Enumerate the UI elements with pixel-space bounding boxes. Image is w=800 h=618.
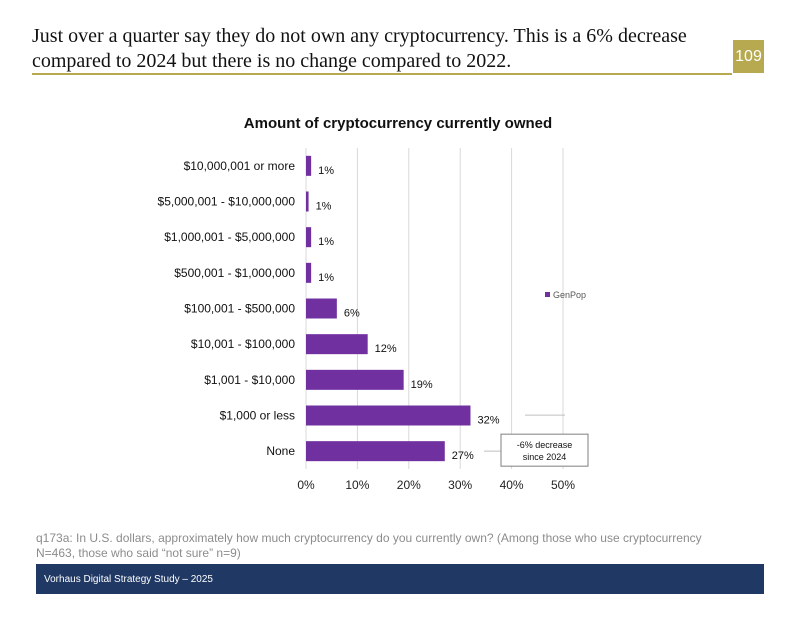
footnote: q173a: In U.S. dollars, approximately ho… <box>36 531 736 561</box>
category-label: $500,001 - $1,000,000 <box>174 266 295 280</box>
category-label: None <box>266 444 295 458</box>
bar <box>306 227 312 248</box>
data-label: 1% <box>318 236 334 248</box>
annotation-box <box>500 433 589 467</box>
data-label: 12% <box>375 343 397 355</box>
category-label: $5,000,001 - $10,000,000 <box>158 195 296 209</box>
x-tick-label: 40% <box>500 478 524 492</box>
legend-swatch <box>545 292 550 297</box>
category-label: $1,000 or less <box>220 409 295 423</box>
annotation-text-line-1: -6% decrease <box>517 440 573 450</box>
footnote-line-1: q173a: In U.S. dollars, approximately ho… <box>36 531 702 545</box>
footnote-line-2: N=463, those who said “not sure” n=9) <box>36 546 241 560</box>
category-label: $1,000,001 - $5,000,000 <box>164 230 295 244</box>
bar <box>306 369 404 390</box>
category-label: $1,001 - $10,000 <box>204 373 295 387</box>
data-label: 1% <box>318 165 334 177</box>
data-label: 32% <box>477 415 499 427</box>
annotation-text-line-2: since 2024 <box>523 452 567 462</box>
x-tick-label: 20% <box>397 478 421 492</box>
page-number: 109 <box>733 40 764 73</box>
footer-text: Vorhaus Digital Strategy Study – 2025 <box>44 573 213 585</box>
bar <box>306 262 312 283</box>
headline-line-2: compared to 2024 but there is no change … <box>32 50 512 72</box>
data-label: 6% <box>344 308 360 320</box>
bar <box>306 405 471 426</box>
category-label: $10,000,001 or more <box>184 159 296 173</box>
headline: Just over a quarter say they do not own … <box>32 24 722 74</box>
bar <box>306 334 368 355</box>
bar <box>306 298 337 319</box>
bar <box>306 155 312 176</box>
chart-title: Amount of cryptocurrency currently owned <box>243 115 553 132</box>
x-tick-label: 0% <box>297 478 315 492</box>
footer-bar: Vorhaus Digital Strategy Study – 2025 <box>36 564 764 594</box>
headline-line-1: Just over a quarter say they do not own … <box>32 25 687 47</box>
data-label: 1% <box>316 201 332 213</box>
headline-rule <box>32 73 732 75</box>
category-label: $100,001 - $500,000 <box>184 302 295 316</box>
bar <box>306 441 445 462</box>
x-tick-label: 10% <box>345 478 369 492</box>
data-label: 19% <box>411 379 433 391</box>
data-label: 27% <box>452 450 474 462</box>
x-tick-label: 50% <box>551 478 575 492</box>
data-label: 1% <box>318 272 334 284</box>
x-tick-label: 30% <box>448 478 472 492</box>
bar <box>306 191 309 212</box>
legend-label: GenPop <box>553 290 586 300</box>
category-label: $10,001 - $100,000 <box>191 337 295 351</box>
